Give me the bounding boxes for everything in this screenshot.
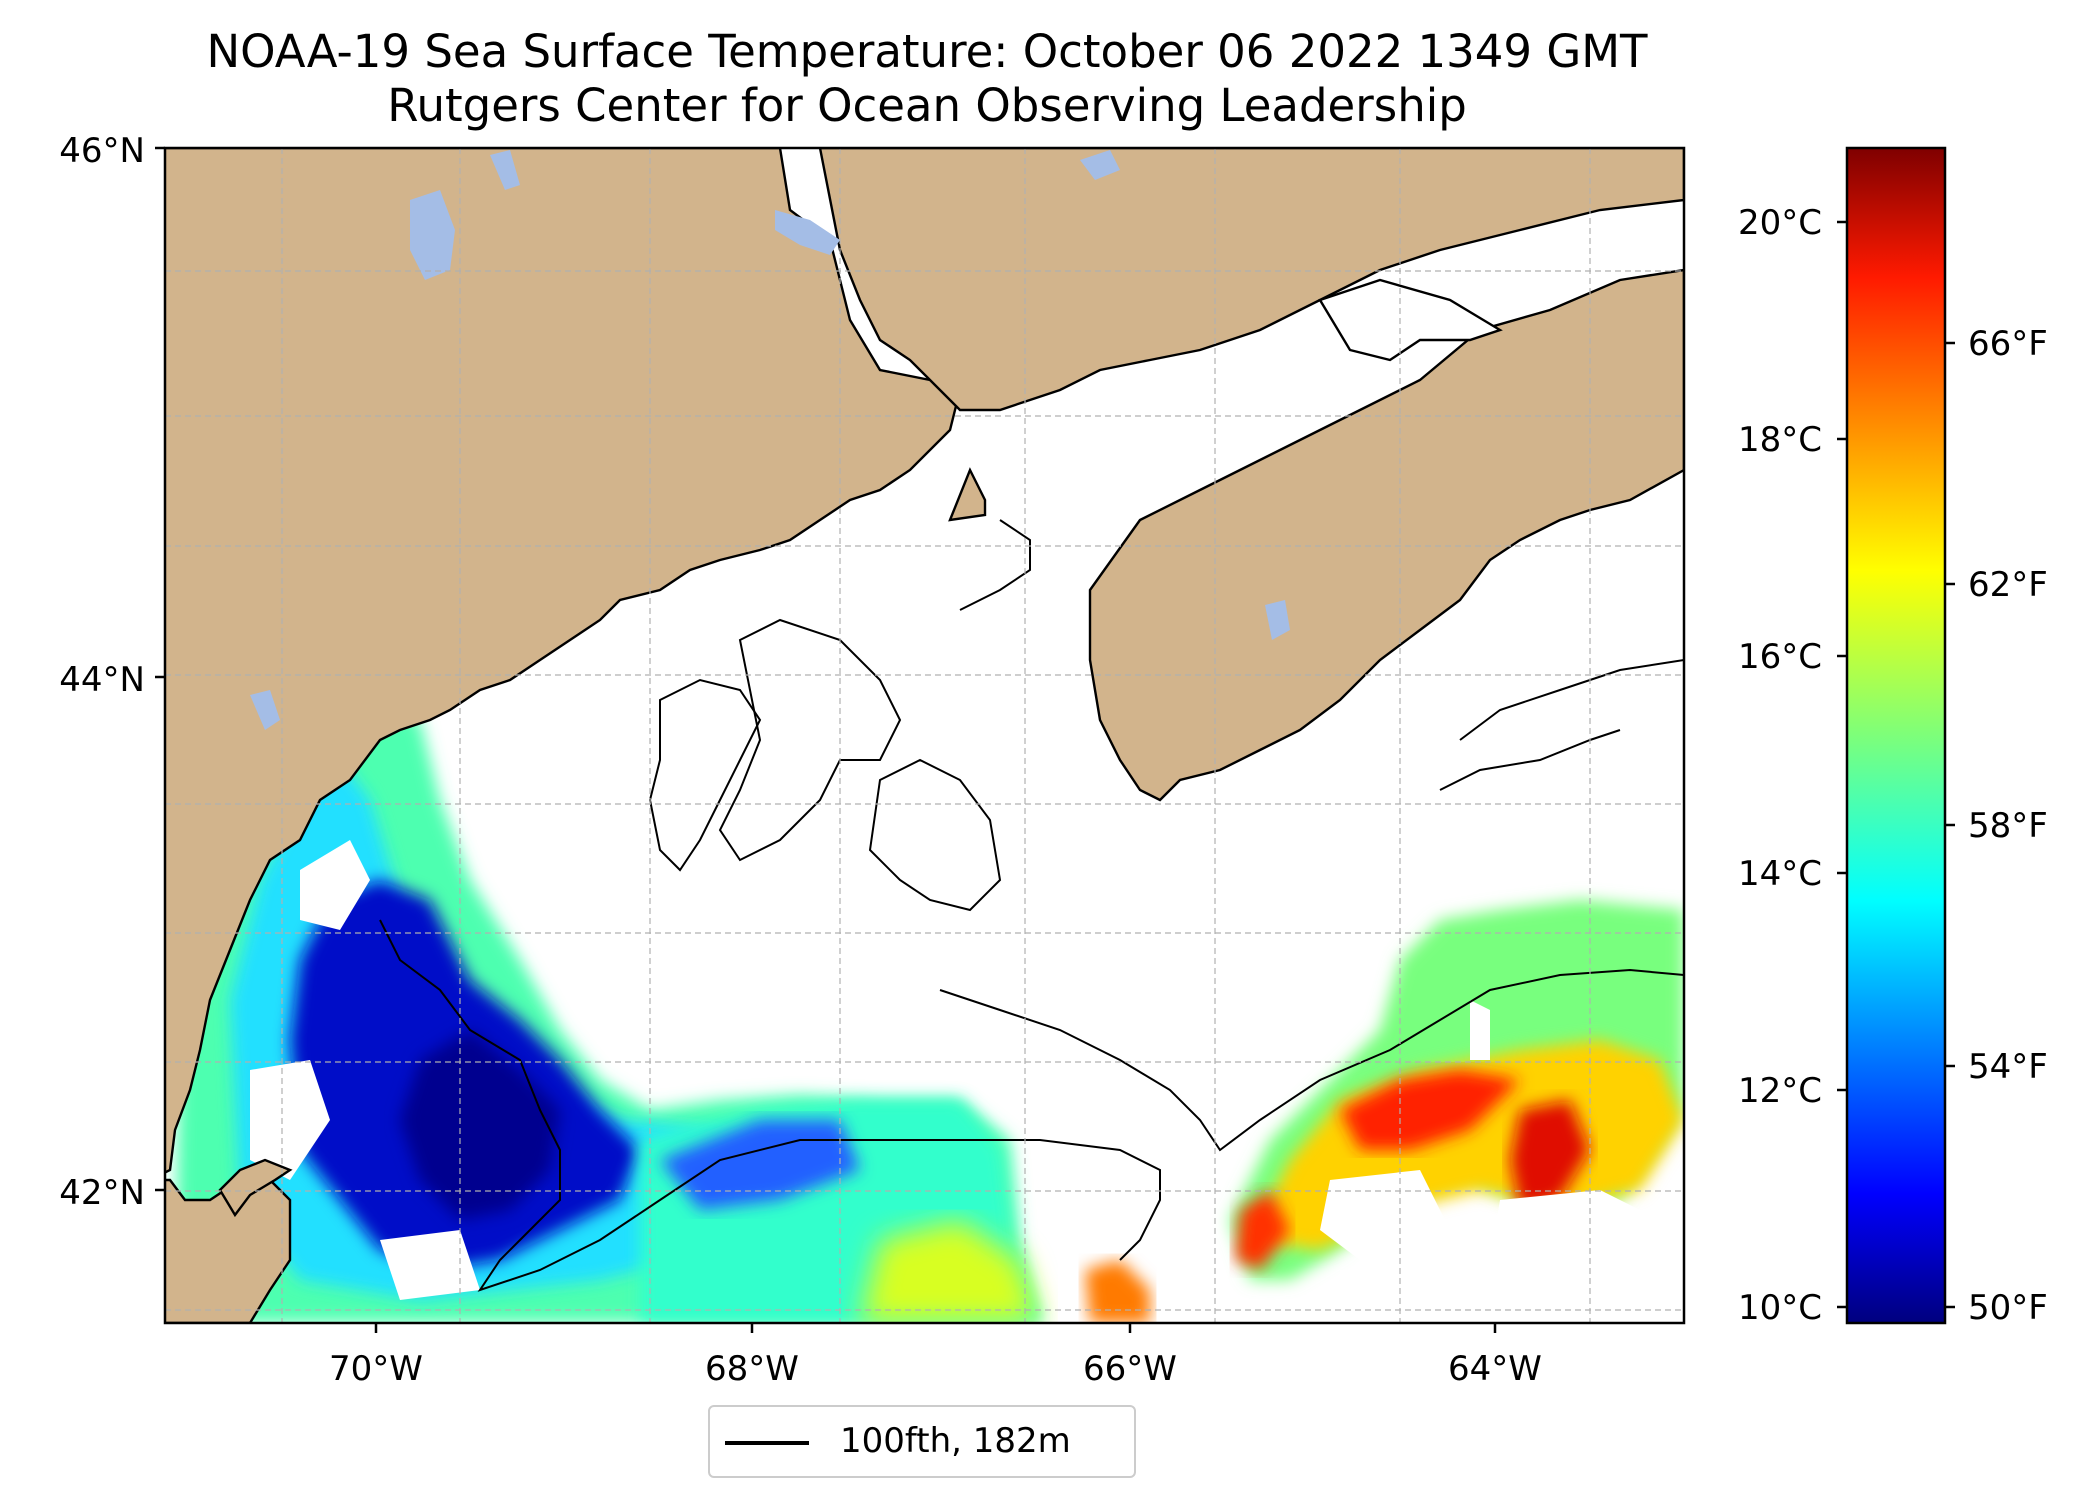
land-layer [165,148,1684,1323]
lon-ticks [374,1323,1497,1333]
isobath-basin-1 [648,678,762,872]
cloud-gap-4 [1320,1170,1450,1260]
cbar-c-12: 12°C [1738,1071,1822,1111]
cbar-c-18: 18°C [1738,420,1822,460]
map-frame [163,146,1686,1325]
colorbar-ticks-right [1945,341,1955,1309]
lon-label-66: 66°W [1083,1349,1177,1389]
cbar-c-20: 20°C [1738,203,1822,243]
isobath-basin-3 [868,758,1002,912]
sst-patch-blue-band [660,1120,860,1210]
isobath-gulf-of-maine [379,919,1161,1292]
chart-title: NOAA-19 Sea Surface Temperature: October… [206,25,1648,78]
sst-patch-southwest-yellow [860,1220,1040,1323]
cbar-f-62: 62°F [1968,565,2048,605]
sst-data-layer [175,700,1684,1323]
isobath-fundy [959,519,1031,611]
land-cape-cod [218,1158,293,1218]
land-nova-scotia [1088,268,1684,802]
cloud-gap-3 [380,1230,480,1300]
cloud-gap-1 [300,840,370,930]
cloud-gap-5 [1490,1190,1684,1323]
cbar-c-14: 14°C [1738,854,1822,894]
cbar-c-16: 16°C [1738,637,1822,677]
lakes-layer [250,150,1290,730]
cloud-gap-6 [1470,1000,1490,1060]
sst-patch-east-red-1 [1340,1070,1520,1150]
lake-5 [250,690,280,730]
gridlines [165,148,1684,1323]
cbar-c-10: 10°C [1738,1288,1822,1328]
sst-patch-coldpool-deep [400,1030,560,1220]
isobath-scotian [1439,659,1684,791]
isobath-layer [379,519,1684,1292]
colorbar: 20°C 18°C 16°C 14°C 12°C 10°C 66°F 62°F … [1738,146,2048,1328]
lake-4 [1080,150,1120,180]
isobath-georges [939,968,1684,1152]
land-grand-manan [948,467,987,522]
sst-patch-east-red-2 [1510,1100,1590,1210]
lat-label-46: 46°N [59,131,145,171]
lake-1 [410,190,455,280]
chart-subtitle: Rutgers Center for Ocean Observing Leade… [387,79,1467,132]
cbar-f-66: 66°F [1968,324,2048,364]
cbar-f-50: 50°F [1968,1288,2048,1328]
sst-patch-east-red-3 [1235,1190,1290,1270]
colorbar-gradient [1845,146,1947,1325]
land-cape-breton [1318,278,1503,362]
cbar-f-58: 58°F [1968,806,2048,846]
legend-label: 100fth, 182m [840,1421,1071,1461]
lon-label-70: 70°W [329,1349,423,1389]
legend-line-swatch [725,1441,809,1445]
cbar-f-54: 54°F [1968,1047,2048,1087]
lake-6 [1265,600,1290,640]
sst-patch-66w [1085,1260,1150,1323]
colorbar-ticks-left [1837,220,1847,1309]
lon-label-68: 68°W [705,1349,799,1389]
lake-2 [490,150,520,190]
map-area [165,148,1684,1323]
land-new-england-lower [165,1178,292,1323]
lon-label-64: 64°W [1448,1349,1542,1389]
lat-ticks [155,146,165,1192]
lake-3 [775,210,840,255]
lat-label-42: 42°N [59,1173,145,1213]
isobath-basin-2 [718,618,902,862]
cloud-gap-7 [1340,1260,1480,1323]
land-canada-north [818,148,1684,412]
cloud-gap-2 [250,1060,330,1180]
legend-box: 100fth, 182m [708,1405,1136,1478]
lat-label-44: 44°N [59,660,145,700]
